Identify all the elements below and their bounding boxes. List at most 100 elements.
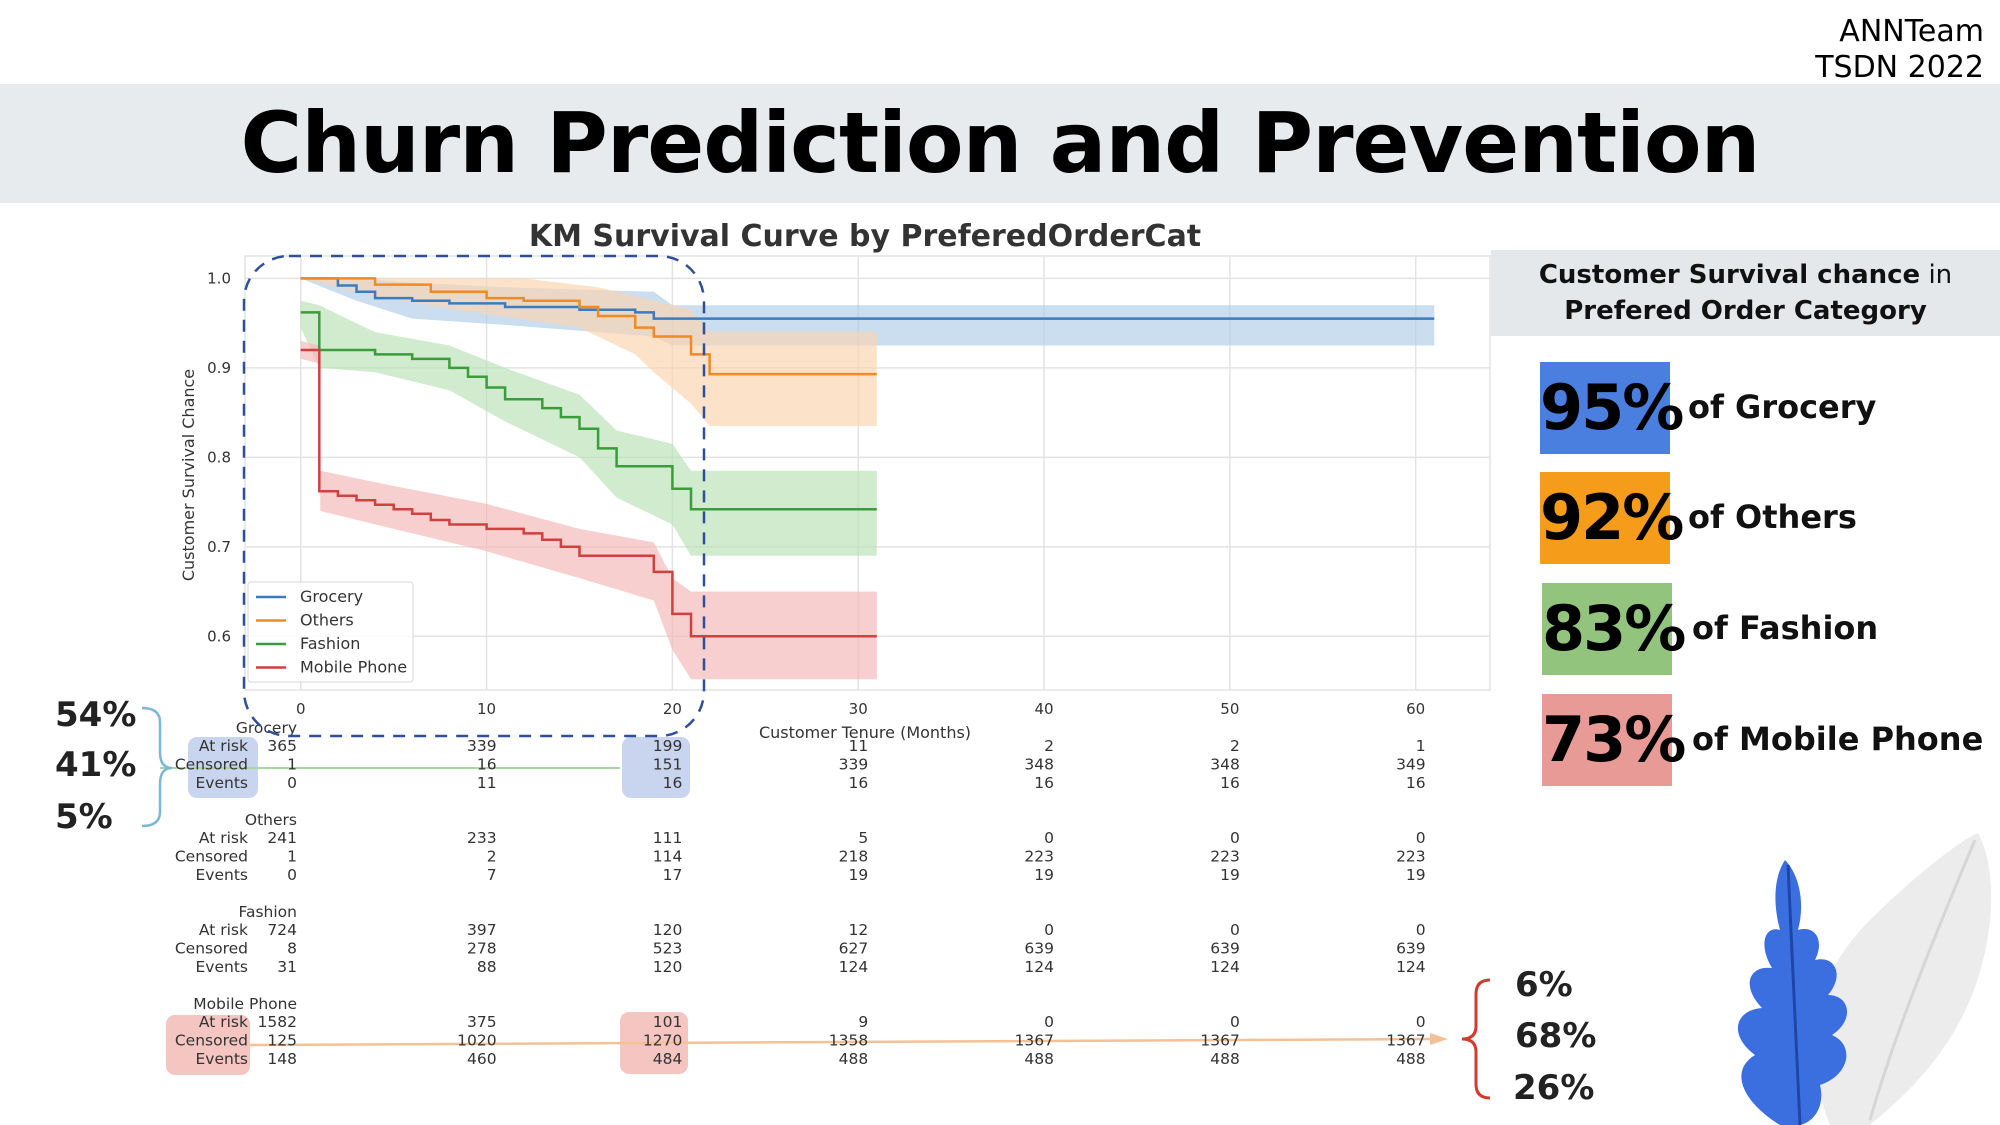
legend-entry: Mobile Phone xyxy=(300,658,407,677)
survival-heading-line2: Prefered Order Category xyxy=(1564,296,1927,326)
survival-line-mobile-phone xyxy=(300,348,877,638)
table-cell: 0 xyxy=(1230,1013,1240,1031)
table-cell: 7 xyxy=(487,866,497,884)
table-cell: 5 xyxy=(858,829,868,847)
stat-mobile-phone-label: of Mobile Phone xyxy=(1692,720,1984,758)
mobile-label-highlight xyxy=(166,1015,250,1075)
mobile-arrowhead-icon xyxy=(1430,1033,1448,1045)
y-axis-label: Customer Survival Chance xyxy=(179,369,198,581)
table-row-label: Events xyxy=(196,1050,248,1068)
table-cell: 1 xyxy=(287,848,297,866)
table-cell: 0 xyxy=(1230,921,1240,939)
table-cell: 199 xyxy=(653,737,683,755)
mobile-pct-events: 26% xyxy=(1513,1068,1595,1108)
stat-grocery-label: of Grocery xyxy=(1688,388,1877,426)
grocery-20-highlight xyxy=(622,737,690,798)
table-row-label: Events xyxy=(196,958,248,976)
focus-dashed-outline xyxy=(242,254,706,738)
table-cell: 125 xyxy=(267,1032,297,1050)
ci-band-others xyxy=(300,278,877,426)
table-cell: 17 xyxy=(663,866,683,884)
table-cell: 88 xyxy=(477,958,497,976)
table-cell: 348 xyxy=(1210,756,1240,774)
table-cell: 111 xyxy=(653,829,683,847)
brand: ANNTeam TSDN 2022 xyxy=(1815,14,1984,86)
stat-fashion-label: of Fashion xyxy=(1692,609,1879,647)
table-cell: 348 xyxy=(1024,756,1054,774)
table-cell: 339 xyxy=(467,737,497,755)
table-cell: 16 xyxy=(477,756,497,774)
y-tick-label: 0.9 xyxy=(207,359,231,377)
table-cell: 1 xyxy=(1416,737,1426,755)
table-group-name: Others xyxy=(245,811,297,829)
table-cell: 488 xyxy=(1396,1050,1426,1068)
table-cell: 120 xyxy=(653,958,683,976)
page-title: Churn Prediction and Prevention xyxy=(240,94,1761,192)
table-cell: 639 xyxy=(1210,940,1240,958)
table-cell: 0 xyxy=(1416,1013,1426,1031)
table-cell: 11 xyxy=(477,774,497,792)
table-cell: 19 xyxy=(1406,866,1426,884)
table-cell: 278 xyxy=(467,940,497,958)
x-tick-label: 40 xyxy=(1034,700,1053,718)
table-cell: 2 xyxy=(1230,737,1240,755)
table-cell: 488 xyxy=(1210,1050,1240,1068)
table-cell: 0 xyxy=(1044,921,1054,939)
stat-others-label: of Others xyxy=(1688,498,1857,536)
brand-team: ANNTeam xyxy=(1839,14,1984,49)
y-tick-label: 1.0 xyxy=(207,269,231,287)
table-cell: 523 xyxy=(653,940,683,958)
table-cell: 148 xyxy=(267,1050,297,1068)
mobile-pct-atrisk: 6% xyxy=(1515,965,1573,1005)
table-cell: 114 xyxy=(653,848,683,866)
x-tick-label: 30 xyxy=(849,700,868,718)
grocery-pct-events: 5% xyxy=(55,797,113,837)
table-cell: 124 xyxy=(1024,958,1054,976)
table-cell: 1367 xyxy=(1386,1032,1425,1050)
leaf-illustration xyxy=(1737,833,1992,1125)
table-cell: 339 xyxy=(839,756,869,774)
stat-fashion-value: 83% xyxy=(1542,583,1686,675)
table-cell: 223 xyxy=(1396,848,1426,866)
table-cell: 9 xyxy=(858,1013,868,1031)
table-cell: 223 xyxy=(1024,848,1054,866)
table-cell: 218 xyxy=(839,848,869,866)
table-cell: 397 xyxy=(467,921,497,939)
table-cell: 488 xyxy=(839,1050,869,1068)
y-tick-label: 0.6 xyxy=(207,627,231,645)
table-cell: 1367 xyxy=(1200,1032,1239,1050)
table-cell: 16 xyxy=(1220,774,1240,792)
table-group-name: Fashion xyxy=(238,903,297,921)
survival-heading-line1: Customer Survival chance xyxy=(1538,260,1921,290)
survival-heading: Customer Survival chance in Prefered Ord… xyxy=(1491,250,2000,336)
survival-heading-in: in xyxy=(1920,260,1953,290)
grocery-bracket-icon xyxy=(141,706,173,828)
blue-leaf-vein-icon xyxy=(1786,864,1802,1125)
table-row-label: At risk xyxy=(199,829,248,847)
table-group-name: Grocery xyxy=(236,719,297,737)
survival-line-fashion xyxy=(300,311,877,511)
stat-grocery-value: 95% xyxy=(1540,362,1684,454)
stat-others-value: 92% xyxy=(1540,472,1684,564)
table-cell: 1358 xyxy=(829,1032,868,1050)
table-cell: 19 xyxy=(848,866,868,884)
table-cell: 151 xyxy=(653,756,683,774)
table-row-label: Censored xyxy=(175,1032,248,1050)
stat-mobile-phone-value: 73% xyxy=(1542,694,1686,786)
table-row-label: Censored xyxy=(175,848,248,866)
table-cell: 11 xyxy=(848,737,868,755)
table-cell: 8 xyxy=(287,940,297,958)
grocery-pct-atrisk: 54% xyxy=(55,695,137,735)
table-cell: 1582 xyxy=(258,1013,297,1031)
grocery-pct-censored: 41% xyxy=(55,745,137,785)
table-cell: 484 xyxy=(653,1050,683,1068)
table-cell: 19 xyxy=(1220,866,1240,884)
x-tick-label: 20 xyxy=(663,700,682,718)
table-cell: 223 xyxy=(1210,848,1240,866)
table-cell: 0 xyxy=(287,774,297,792)
x-tick-label: 50 xyxy=(1220,700,1239,718)
table-row-label: Censored xyxy=(175,940,248,958)
table-cell: 1 xyxy=(287,756,297,774)
table-cell: 19 xyxy=(1034,866,1054,884)
